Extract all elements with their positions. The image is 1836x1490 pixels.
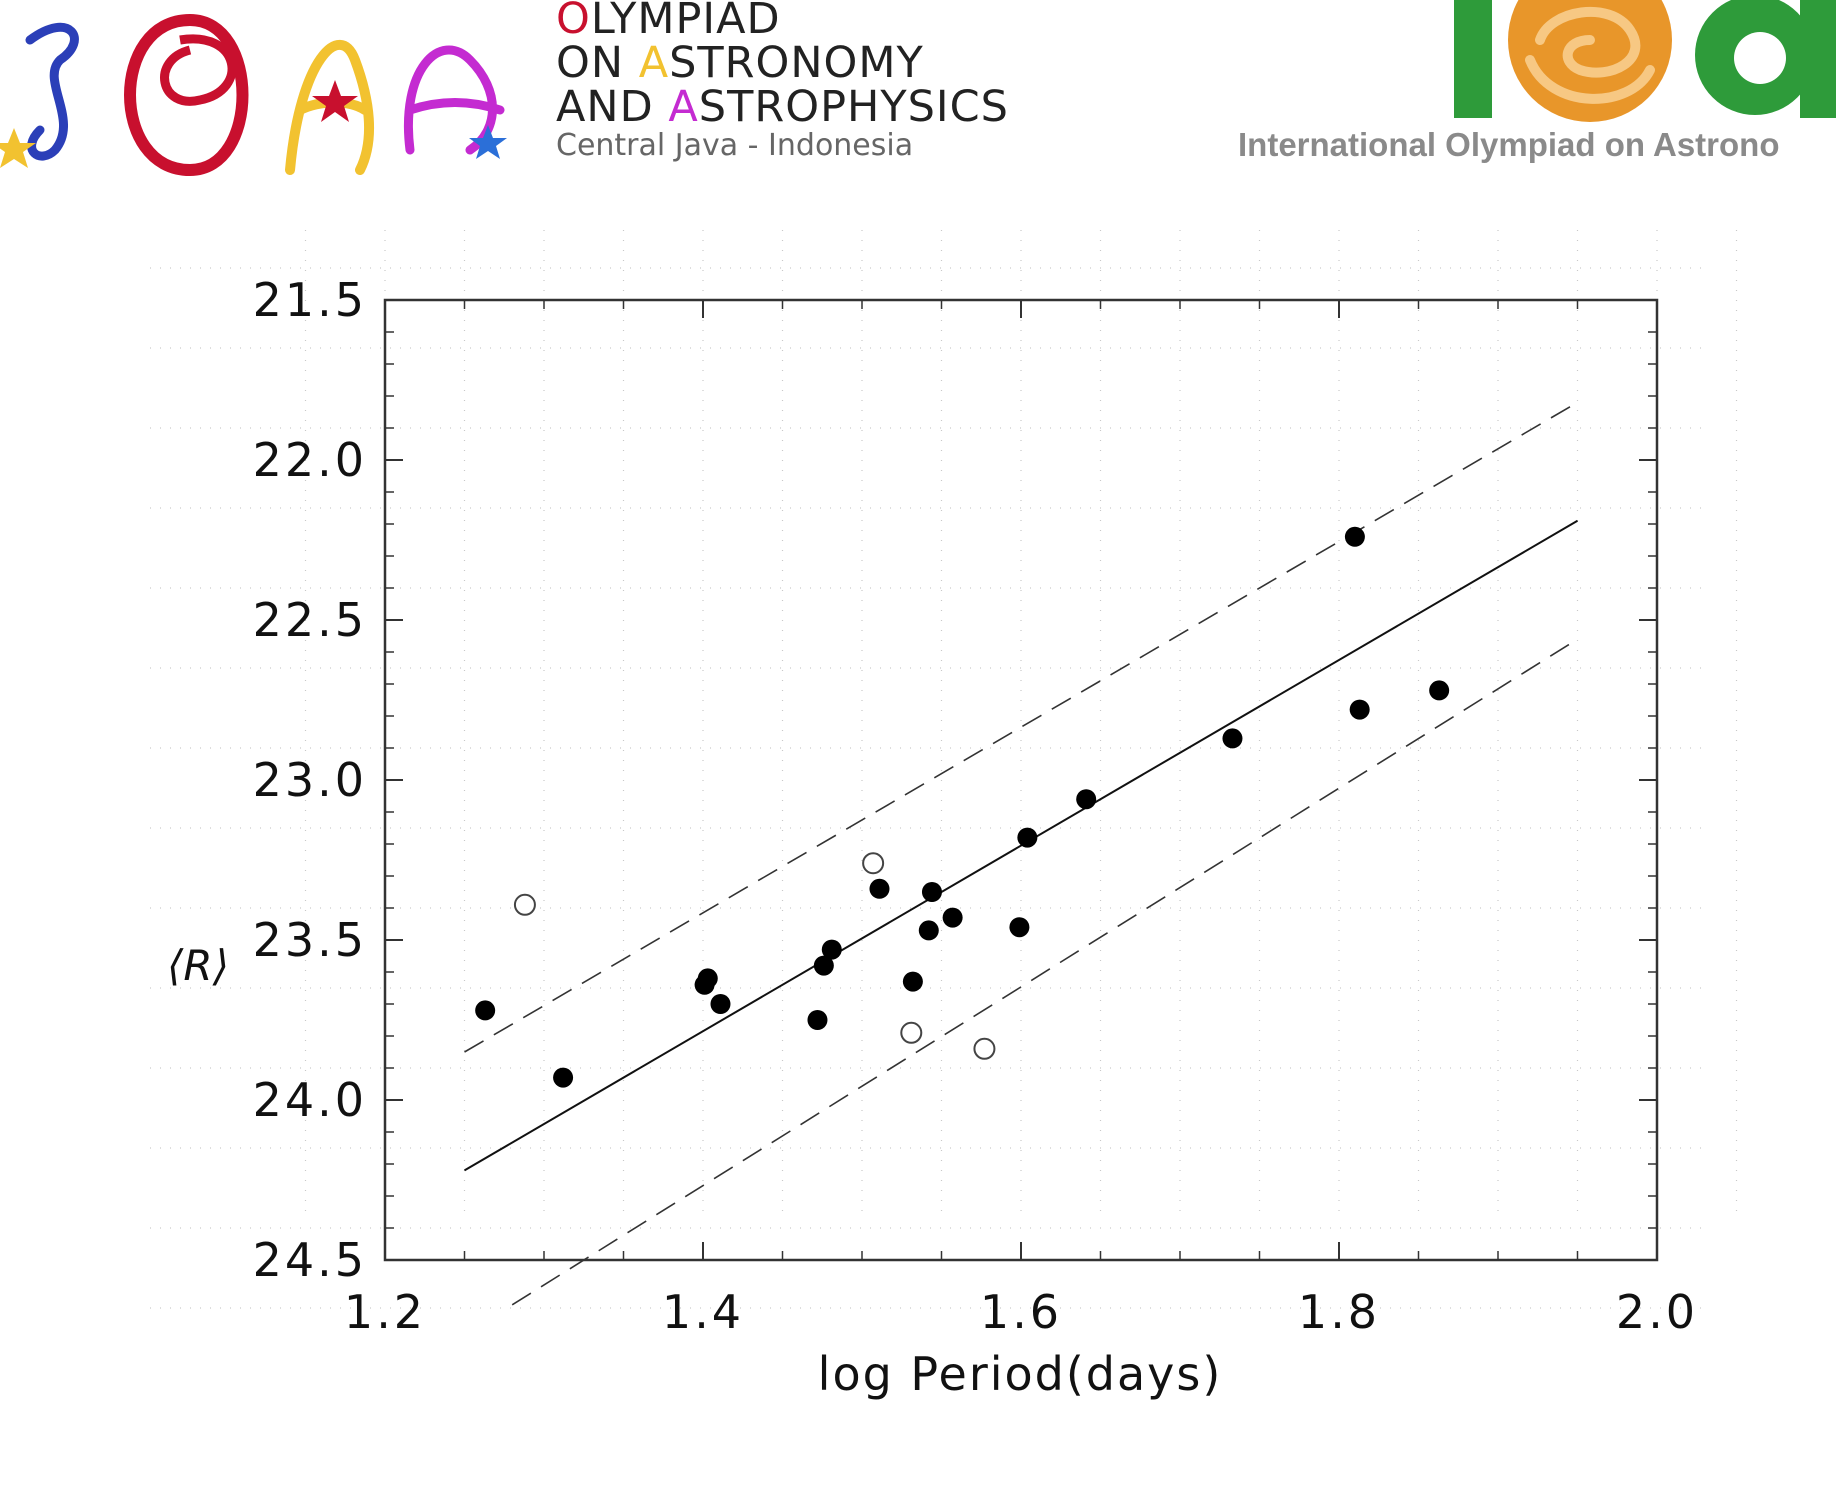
ioa-monogram-graphic: [1454, 0, 1836, 122]
logo-line-astrophysics: AND ASTROPHYSICS: [556, 82, 1009, 132]
data-point-filled: [1222, 728, 1243, 749]
x-tick-label: 1.4: [662, 1285, 744, 1339]
data-point-filled: [821, 939, 842, 960]
header-banner: OLYMPIAD ON ASTRONOMY AND ASTROPHYSICS C…: [0, 0, 1836, 200]
star-icon: [0, 128, 36, 168]
period-luminosity-chart: 1.2 1.4 1.6 1.8 2.0 21.5 22.0 22.5 23.0 23.5 24.0 2…: [150, 230, 1738, 1401]
data-point-open: [900, 1021, 923, 1044]
data-point-filled: [553, 1067, 574, 1088]
logo-line-astronomy: ON ASTRONOMY: [556, 38, 924, 88]
logo-location: Central Java - Indonesia: [556, 128, 914, 163]
y-tick-label: 24.5: [253, 1233, 367, 1287]
star-icon: [312, 80, 358, 122]
y-tick-label: 22.0: [253, 433, 367, 487]
data-point-filled: [1349, 699, 1370, 720]
chart-container: 1.2 1.4 1.6 1.8 2.0 21.5 22.0 22.5 23.0 23.5 24.0 2…: [0, 200, 1836, 1486]
ioaa-right-logo: International Olympiad on Astrono: [1230, 0, 1836, 200]
data-point-open: [513, 893, 536, 916]
y-tick-label: 23.5: [253, 913, 367, 967]
data-point-filled: [918, 920, 939, 941]
fit-line-dashed: [511, 638, 1578, 1306]
letter-o-loop: [160, 34, 237, 106]
letter-a-stem: [1800, 0, 1836, 118]
data-point-filled: [813, 955, 834, 976]
letter-i-ribbon: [25, 22, 79, 161]
x-tick-label: 1.6: [980, 1285, 1062, 1339]
data-points-layer: [475, 526, 1450, 1088]
y-tick-label: 23.0: [253, 753, 367, 807]
swirl-lines: [1525, 6, 1655, 104]
data-point-filled: [1009, 917, 1030, 938]
axes-layer: 1.2 1.4 1.6 1.8 2.0 21.5 22.0 22.5 23.0 23.5 24.0 2…: [253, 273, 1698, 1339]
y-axis-label: ⟨R⟩: [167, 941, 229, 990]
letter-a-magenta-ribbon: [404, 45, 505, 155]
data-point-filled: [807, 1010, 828, 1030]
y-tick-label: 22.5: [253, 593, 367, 647]
x-tick-label: 2.0: [1616, 1285, 1698, 1339]
data-point-filled: [921, 882, 942, 902]
x-tick-label: 1.2: [344, 1285, 426, 1339]
ioaa-right-caption: International Olympiad on Astrono: [1238, 126, 1780, 163]
data-point-filled: [869, 878, 890, 899]
data-point-filled: [1017, 827, 1038, 848]
fit-line-dashed: [464, 401, 1578, 1053]
ioaa-logo-graphic: [0, 13, 507, 177]
data-point-filled: [697, 968, 718, 989]
data-point-filled: [942, 907, 963, 928]
letter-a-counter: [1734, 32, 1786, 84]
data-point-open: [862, 852, 885, 875]
data-point-filled: [902, 971, 923, 992]
data-point-filled: [1344, 526, 1365, 547]
grid-layer: [150, 230, 1738, 1309]
logo-line-olympiad: OLYMPIAD: [556, 0, 781, 44]
ioaa-logo-text: OLYMPIAD ON ASTRONOMY AND ASTROPHYSICS C…: [556, 0, 1016, 200]
data-point-open: [973, 1037, 996, 1060]
data-point-filled: [710, 994, 731, 1014]
x-tick-label: 1.8: [1298, 1285, 1380, 1339]
y-tick-label: 21.5: [253, 273, 367, 327]
letter-o-ribbon: [124, 13, 249, 177]
fit-lines-layer: [463, 401, 1579, 1306]
data-point-filled: [1429, 680, 1450, 701]
data-point-filled: [1076, 789, 1097, 810]
star-icon: [469, 125, 507, 159]
data-point-filled: [475, 1000, 496, 1021]
letter-i-bar: [1454, 0, 1492, 118]
x-axis-label: log Period(days): [818, 1347, 1223, 1401]
y-tick-label: 24.0: [253, 1073, 367, 1127]
fit-line-solid: [463, 519, 1579, 1172]
